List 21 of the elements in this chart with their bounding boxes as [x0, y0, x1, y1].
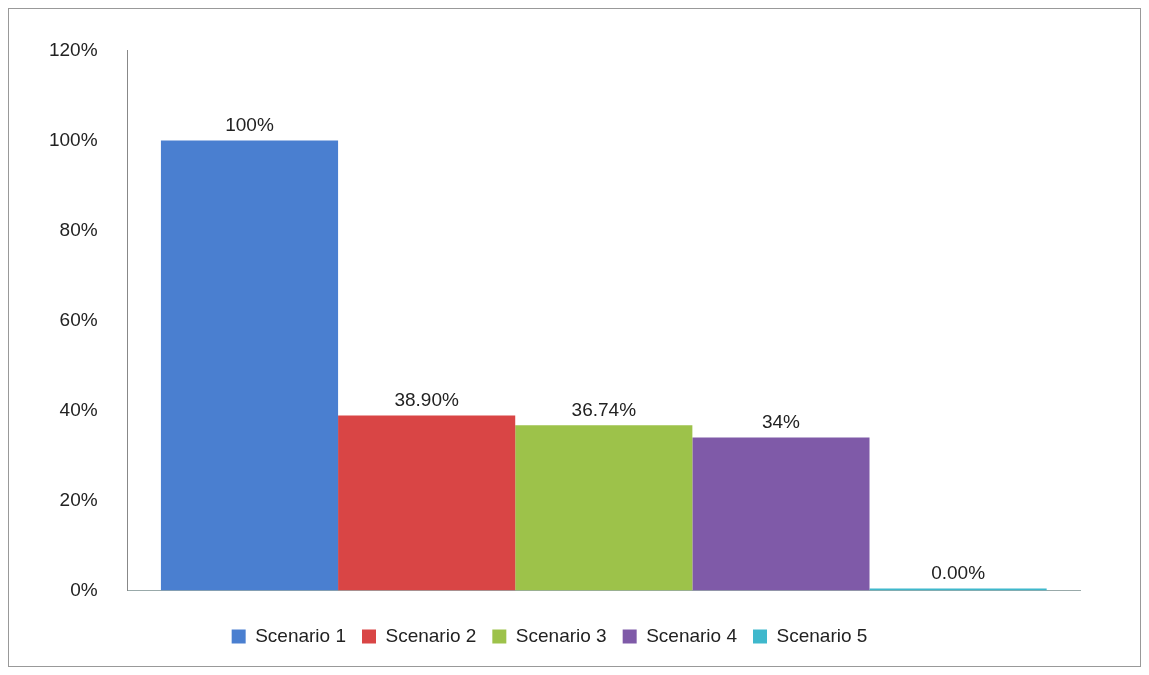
data-label: 100% [225, 114, 274, 136]
legend-label: Scenario 2 [385, 624, 477, 646]
bar [338, 415, 516, 591]
legend-label: Scenario 5 [776, 624, 868, 646]
y-tick-label: 60% [59, 308, 98, 330]
y-tick-label: 20% [59, 488, 98, 510]
data-label: 34% [761, 411, 801, 433]
data-label: 38.90% [394, 389, 459, 411]
bar [160, 140, 339, 591]
y-tick-label: 100% [48, 128, 98, 150]
legend-label: Scenario 3 [515, 624, 607, 646]
bar [515, 425, 693, 591]
y-tick-label: 0% [70, 578, 98, 600]
bar [692, 437, 870, 591]
data-label: 0.00% [931, 562, 986, 584]
y-tick-label: 120% [48, 38, 98, 60]
y-tick-label: 40% [59, 398, 98, 420]
data-label: 36.74% [571, 398, 637, 420]
legend-label: Scenario 1 [255, 624, 347, 646]
legend-label: Scenario 4 [646, 624, 738, 646]
y-tick-label: 80% [59, 218, 98, 240]
